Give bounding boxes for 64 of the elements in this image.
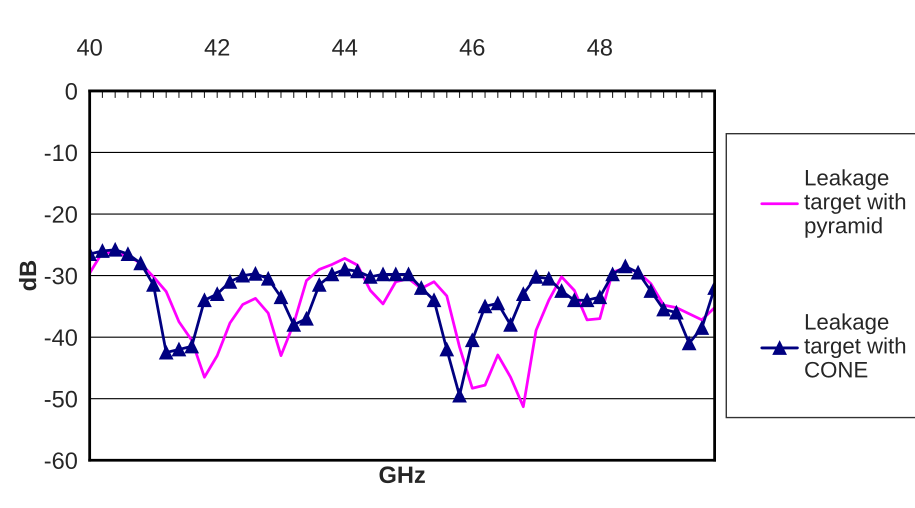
y-tick-label: -40 <box>44 329 77 346</box>
point <box>134 256 148 270</box>
point <box>402 267 416 282</box>
x-tick-label: 46 <box>460 38 484 56</box>
point <box>490 296 505 310</box>
point <box>172 342 186 356</box>
point <box>248 266 262 281</box>
point <box>338 262 352 276</box>
point <box>618 259 632 274</box>
point <box>427 293 441 308</box>
point <box>465 333 480 348</box>
point <box>198 293 212 308</box>
y-tick-label: -10 <box>44 144 77 162</box>
point <box>682 336 696 350</box>
y-tick-label: -20 <box>44 206 77 223</box>
legend-label: Leakage target with CONE <box>804 313 906 378</box>
point <box>159 346 174 360</box>
point <box>592 290 607 304</box>
point <box>694 320 709 335</box>
point <box>286 318 301 332</box>
point <box>452 388 466 403</box>
point <box>120 247 135 261</box>
point <box>567 293 582 308</box>
point <box>312 278 326 292</box>
point <box>644 284 658 298</box>
point <box>414 280 428 295</box>
y-tick-label: -50 <box>44 390 77 408</box>
point <box>210 287 224 301</box>
point <box>350 264 364 278</box>
x-tick-label: 48 <box>587 38 612 56</box>
point <box>478 299 492 314</box>
point <box>504 318 518 332</box>
x-tick-label: 42 <box>204 38 230 56</box>
legend-label: Leakage target with pyramid <box>804 169 906 238</box>
point <box>440 342 454 356</box>
point <box>554 284 569 298</box>
y-tick-label: 0 <box>66 83 77 100</box>
point <box>108 242 122 257</box>
point <box>580 293 594 308</box>
point <box>388 267 403 282</box>
x-tick-label: 44 <box>332 39 358 56</box>
point <box>363 270 378 284</box>
point <box>529 270 544 284</box>
point <box>376 267 390 282</box>
point <box>223 274 237 289</box>
point <box>516 287 530 301</box>
point <box>669 306 684 320</box>
point <box>631 266 646 280</box>
x-axis-title: GHz <box>380 466 425 484</box>
point <box>146 278 160 292</box>
point <box>236 268 250 283</box>
point <box>95 244 110 258</box>
point <box>325 267 339 282</box>
point <box>656 302 671 316</box>
y-tick-label: -30 <box>44 268 77 284</box>
y-axis-title: dB <box>18 260 36 290</box>
point <box>184 339 199 354</box>
x-tick-label: 40 <box>77 38 102 56</box>
point <box>274 290 288 304</box>
point <box>542 272 556 286</box>
point <box>606 267 620 282</box>
y-tick-label: -60 <box>44 452 77 470</box>
point <box>300 312 314 326</box>
point <box>261 272 276 286</box>
